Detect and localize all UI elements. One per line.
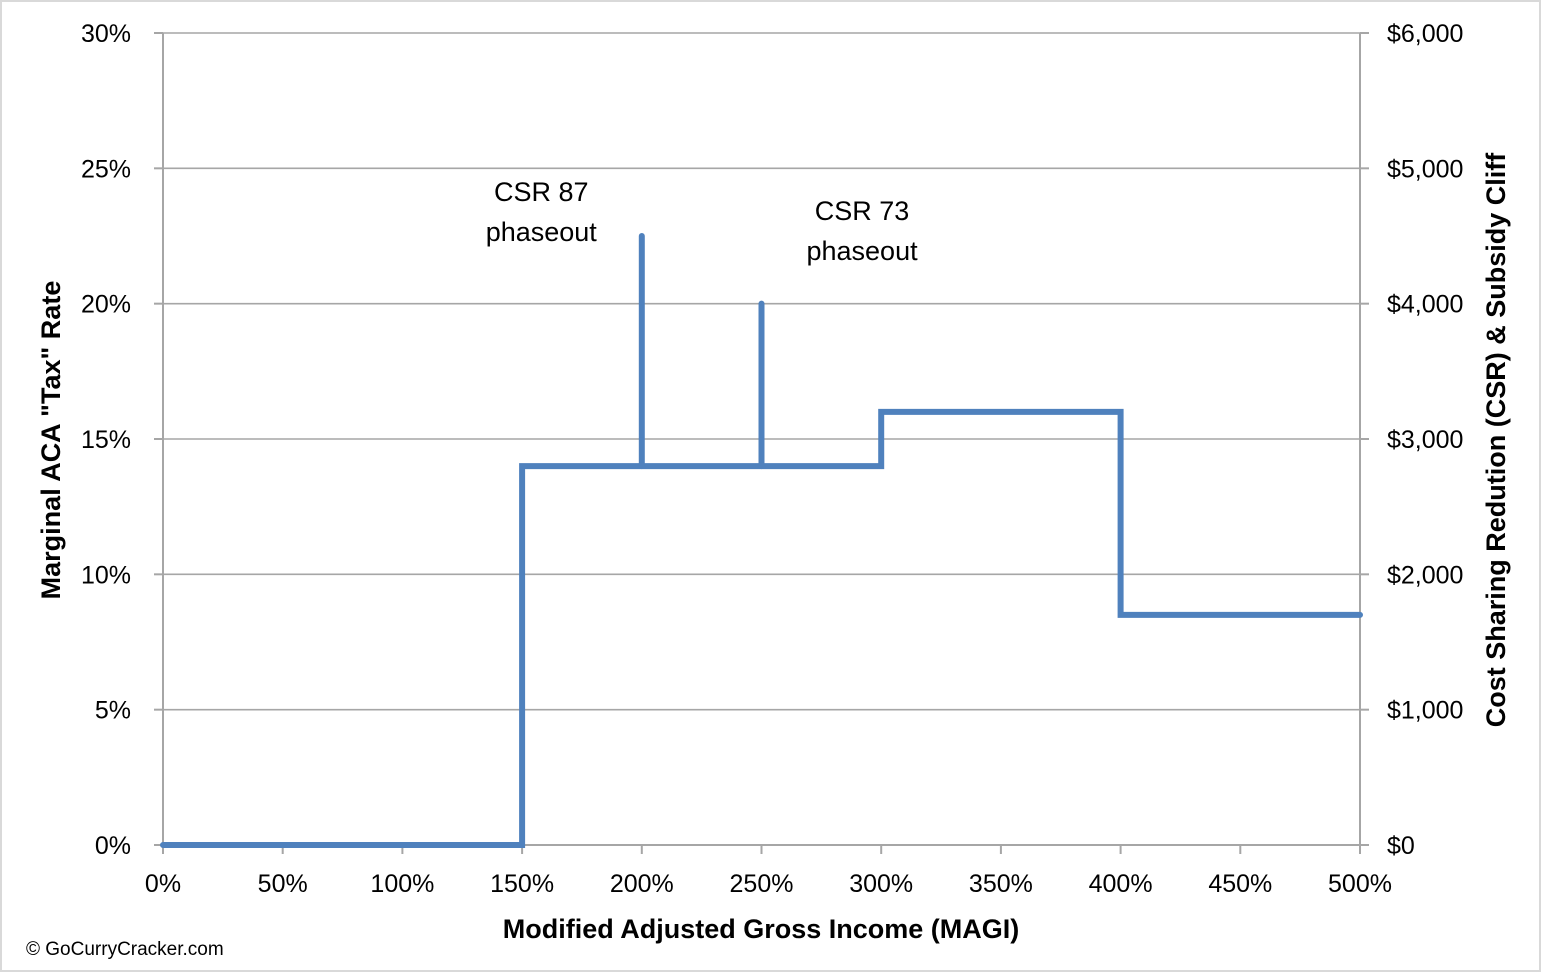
x-tick-label: 100% xyxy=(370,870,434,898)
tick-labels: 0% 5% 10% 15% 20% 25% 30% $0 $1,000 $2,000 $3,000 $… xyxy=(81,20,1464,898)
y-tick-label: 5% xyxy=(95,697,131,725)
x-tick-label: 300% xyxy=(849,870,913,898)
y2-tick-label: $2,000 xyxy=(1387,561,1463,589)
x-tick-label: 250% xyxy=(730,870,794,898)
y-tick-label: 30% xyxy=(81,20,131,48)
x-tick-label: 200% xyxy=(610,870,674,898)
y-tick-label: 10% xyxy=(81,561,131,589)
y2-tick-label: $6,000 xyxy=(1387,20,1463,48)
annotation-line: phaseout xyxy=(806,236,918,266)
y-tick-label: 20% xyxy=(81,291,131,319)
series-line-1 xyxy=(160,408,1363,848)
x-axis-title: Modified Adjusted Gross Income (MAGI) xyxy=(503,914,1020,944)
y-tick-label: 15% xyxy=(81,426,131,454)
x-tick-label: 500% xyxy=(1328,870,1392,898)
annotation-line: phaseout xyxy=(486,217,598,247)
x-tick-label: 0% xyxy=(145,870,181,898)
y-tick-label: 25% xyxy=(81,155,131,183)
annotation-1: CSR 87 phaseout xyxy=(486,177,598,247)
data-series xyxy=(160,233,1363,848)
annotations: CSR 87 phaseout CSR 73 phaseout xyxy=(486,177,918,266)
y2-tick-label: $5,000 xyxy=(1387,155,1463,183)
x-tick-label: 350% xyxy=(969,870,1033,898)
annotation-line: CSR 73 xyxy=(815,196,910,226)
y-axis-title: Marginal ACA "Tax" Rate xyxy=(36,281,66,600)
x-tick-label: 150% xyxy=(490,870,554,898)
annotation-2: CSR 73 phaseout xyxy=(806,196,918,266)
y2-tick-label: $3,000 xyxy=(1387,426,1463,454)
copyright-text: © GoCurryCracker.com xyxy=(26,939,224,960)
y2-axis-title: Cost Sharing Redution (CSR) & Subsidy Cl… xyxy=(1481,152,1511,727)
x-tick-label: 400% xyxy=(1089,870,1153,898)
annotation-line: CSR 87 xyxy=(494,177,589,207)
x-tick-label: 50% xyxy=(258,870,308,898)
y2-tick-label: $1,000 xyxy=(1387,697,1463,725)
y2-tick-label: $4,000 xyxy=(1387,291,1463,319)
y-tick-label: 0% xyxy=(95,832,131,860)
x-tick-label: 450% xyxy=(1208,870,1272,898)
y2-tick-label: $0 xyxy=(1387,832,1415,860)
